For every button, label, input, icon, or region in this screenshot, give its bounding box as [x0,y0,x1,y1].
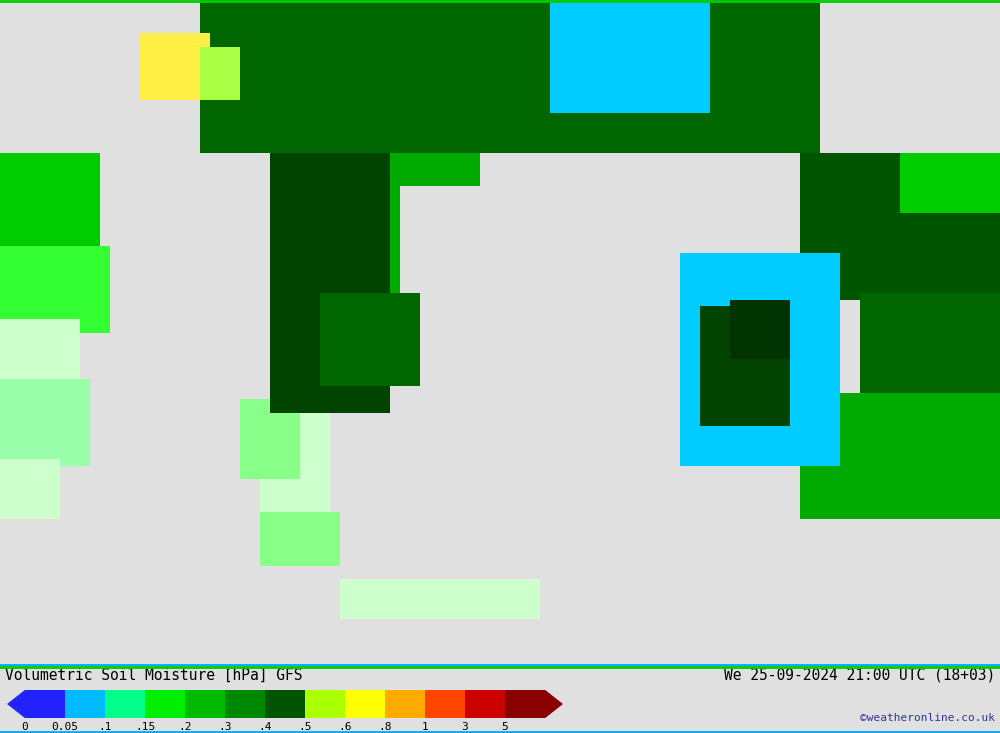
Bar [425,690,465,718]
Bar [800,393,1000,519]
Bar [305,690,345,718]
Bar [0,320,80,386]
Bar [560,266,700,333]
Bar [265,690,305,718]
Text: ©weatheronline.co.uk: ©weatheronline.co.uk [860,712,995,723]
Bar [270,153,390,413]
Bar [25,690,65,718]
Text: .8: .8 [378,722,392,732]
Text: 5: 5 [502,722,508,732]
Text: 3: 3 [462,722,468,732]
Bar [345,690,385,718]
Bar [185,690,225,718]
Bar [730,300,790,359]
Text: 1: 1 [422,722,428,732]
Bar [385,690,425,718]
Text: We 25-09-2024 21:00 UTC (18+03): We 25-09-2024 21:00 UTC (18+03) [724,668,995,682]
Text: .1: .1 [98,722,112,732]
Bar [900,153,1000,213]
Bar [225,690,265,718]
Bar [465,690,505,718]
Bar [140,33,210,100]
Bar [700,306,790,426]
Bar [320,293,420,386]
Bar [0,460,60,519]
Bar [550,0,710,113]
Text: .4: .4 [258,722,272,732]
Text: .2: .2 [178,722,192,732]
Bar [200,0,820,153]
Bar [200,47,240,100]
Text: 0.05: 0.05 [52,722,78,732]
Bar [300,153,480,300]
Text: .6: .6 [338,722,352,732]
Bar [0,380,90,466]
Bar [800,153,1000,300]
Text: Volumetric Soil Moisture [hPa] GFS: Volumetric Soil Moisture [hPa] GFS [5,668,302,682]
Bar [860,293,1000,399]
Bar [105,690,145,718]
Bar [260,512,340,566]
Bar [0,246,110,333]
Polygon shape [545,690,563,718]
Bar [400,186,700,486]
Polygon shape [7,690,25,718]
Text: 0: 0 [22,722,28,732]
Bar [65,690,105,718]
Bar [260,399,330,519]
Bar [145,690,185,718]
Bar [680,253,840,466]
Text: .5: .5 [298,722,312,732]
Bar [240,399,300,479]
Text: .3: .3 [218,722,232,732]
Bar [0,153,100,253]
Bar [600,326,700,413]
Bar [340,579,540,619]
Bar [505,690,545,718]
Text: .15: .15 [135,722,155,732]
